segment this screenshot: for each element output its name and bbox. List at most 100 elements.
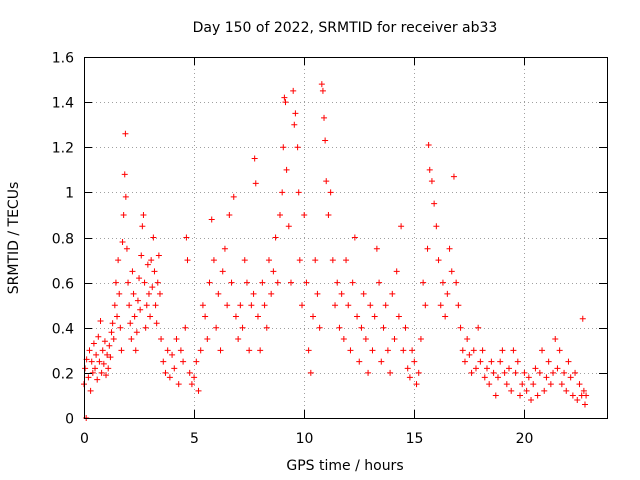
data-point <box>107 354 114 361</box>
data-point <box>151 268 158 275</box>
data-point <box>437 302 444 309</box>
data-point <box>296 257 303 264</box>
data-point <box>497 358 504 365</box>
data-point <box>111 302 118 309</box>
data-point <box>268 290 275 297</box>
data-point <box>230 193 237 200</box>
data-point <box>435 257 442 264</box>
data-point <box>143 302 150 309</box>
data-point <box>283 166 290 173</box>
data-point <box>122 130 129 137</box>
data-point <box>123 245 130 252</box>
data-point <box>583 392 590 399</box>
data-point <box>115 257 122 264</box>
data-point <box>305 347 312 354</box>
data-point <box>365 369 372 376</box>
data-point <box>545 358 552 365</box>
data-point <box>132 347 139 354</box>
data-point <box>252 180 259 187</box>
data-point <box>134 297 141 304</box>
data-point <box>204 336 211 343</box>
data-point <box>525 374 532 381</box>
data-point <box>424 245 431 252</box>
data-point <box>130 290 137 297</box>
data-point <box>565 358 572 365</box>
data-point <box>263 324 270 331</box>
x-tick-label: 0 <box>80 431 89 447</box>
data-point <box>208 216 215 223</box>
data-point <box>235 336 242 343</box>
data-point <box>448 268 455 275</box>
data-point <box>433 223 440 230</box>
data-point <box>206 279 213 286</box>
data-point <box>88 358 95 365</box>
data-point <box>85 374 92 381</box>
data-point <box>82 365 89 372</box>
data-point <box>528 396 535 403</box>
data-point <box>92 365 99 372</box>
data-point <box>580 387 587 394</box>
data-point <box>180 358 187 365</box>
data-point <box>158 336 165 343</box>
data-point <box>541 387 548 394</box>
data-point <box>519 381 526 388</box>
data-point <box>257 347 264 354</box>
data-point <box>183 234 190 241</box>
data-point <box>468 369 475 376</box>
data-point <box>398 223 405 230</box>
data-point <box>140 211 147 218</box>
data-point <box>104 351 111 358</box>
data-point <box>400 347 407 354</box>
data-point <box>472 365 479 372</box>
data-point <box>425 141 432 148</box>
data-point <box>550 369 557 376</box>
data-point <box>360 290 367 297</box>
data-point <box>175 381 182 388</box>
data-point <box>279 189 286 196</box>
data-point <box>164 347 171 354</box>
data-point <box>116 290 123 297</box>
data-point <box>329 257 336 264</box>
data-point <box>259 279 266 286</box>
data-point <box>479 347 486 354</box>
data-point <box>280 144 287 151</box>
data-point <box>228 279 235 286</box>
data-point <box>345 302 352 309</box>
data-point <box>142 324 149 331</box>
data-point <box>128 336 135 343</box>
data-point <box>221 245 228 252</box>
data-point <box>411 358 418 365</box>
data-point <box>558 381 565 388</box>
y-tick-label: 1.6 <box>52 51 74 67</box>
data-point <box>576 381 583 388</box>
data-point <box>125 279 132 286</box>
data-point <box>426 166 433 173</box>
data-point <box>521 369 528 376</box>
data-point <box>351 234 358 241</box>
data-point <box>246 347 253 354</box>
data-point <box>367 302 374 309</box>
data-point <box>150 234 157 241</box>
data-point <box>312 257 319 264</box>
data-point <box>321 114 328 121</box>
data-point <box>356 358 363 365</box>
data-point <box>459 347 466 354</box>
data-point <box>112 279 119 286</box>
data-point <box>376 279 383 286</box>
y-tick-label: 1.2 <box>52 141 74 157</box>
data-point <box>338 290 345 297</box>
points-layer <box>81 81 590 421</box>
data-point <box>141 279 148 286</box>
data-point <box>86 347 93 354</box>
data-point <box>156 290 163 297</box>
data-point <box>316 324 323 331</box>
data-point <box>282 99 289 106</box>
data-point <box>184 257 191 264</box>
data-point <box>506 365 513 372</box>
data-point <box>475 324 482 331</box>
data-point <box>512 369 519 376</box>
data-point <box>299 302 306 309</box>
data-point <box>547 381 554 388</box>
